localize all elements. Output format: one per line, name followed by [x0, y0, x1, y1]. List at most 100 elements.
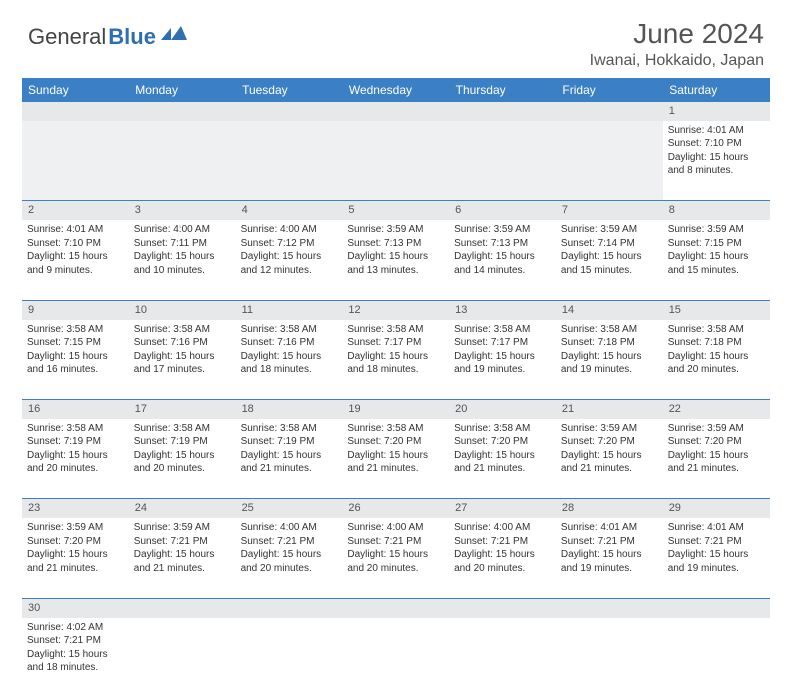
day-detail-row: Sunrise: 4:01 AMSunset: 7:10 PMDaylight:…	[22, 220, 770, 300]
day-number-cell: 15	[663, 300, 770, 319]
weekday-header: Tuesday	[236, 78, 343, 102]
daylight-text: Daylight: 15 hours and 14 minutes.	[454, 250, 551, 277]
daylight-text: Daylight: 15 hours and 21 minutes.	[561, 449, 658, 476]
day-number-cell	[236, 598, 343, 617]
day-number-cell: 7	[556, 201, 663, 220]
day-detail-cell: Sunrise: 3:59 AMSunset: 7:21 PMDaylight:…	[129, 518, 236, 598]
sunset-text: Sunset: 7:21 PM	[561, 535, 658, 549]
daylight-text: Daylight: 15 hours and 8 minutes.	[668, 151, 765, 178]
daylight-text: Daylight: 15 hours and 21 minutes.	[27, 548, 124, 575]
day-number-cell: 18	[236, 400, 343, 419]
daylight-text: Daylight: 15 hours and 18 minutes.	[347, 350, 444, 377]
sunset-text: Sunset: 7:21 PM	[454, 535, 551, 549]
sunrise-text: Sunrise: 3:58 AM	[347, 422, 444, 436]
day-number-cell: 5	[342, 201, 449, 220]
daylight-text: Daylight: 15 hours and 21 minutes.	[347, 449, 444, 476]
day-number-row: 2345678	[22, 201, 770, 220]
day-detail-cell: Sunrise: 3:58 AMSunset: 7:19 PMDaylight:…	[22, 419, 129, 499]
daylight-text: Daylight: 15 hours and 20 minutes.	[134, 449, 231, 476]
logo-text-1: General	[28, 24, 106, 50]
daylight-text: Daylight: 15 hours and 21 minutes.	[454, 449, 551, 476]
day-number-cell: 2	[22, 201, 129, 220]
day-number-cell: 24	[129, 499, 236, 518]
day-number-cell: 23	[22, 499, 129, 518]
daylight-text: Daylight: 15 hours and 20 minutes.	[454, 548, 551, 575]
weekday-header: Thursday	[449, 78, 556, 102]
day-detail-cell: Sunrise: 3:58 AMSunset: 7:17 PMDaylight:…	[449, 320, 556, 400]
sunset-text: Sunset: 7:21 PM	[241, 535, 338, 549]
daylight-text: Daylight: 15 hours and 12 minutes.	[241, 250, 338, 277]
day-number-cell: 26	[342, 499, 449, 518]
day-detail-cell: Sunrise: 4:00 AMSunset: 7:21 PMDaylight:…	[342, 518, 449, 598]
sunrise-text: Sunrise: 4:00 AM	[134, 223, 231, 237]
day-detail-cell	[663, 618, 770, 698]
daylight-text: Daylight: 15 hours and 16 minutes.	[27, 350, 124, 377]
sunset-text: Sunset: 7:19 PM	[241, 435, 338, 449]
sunrise-text: Sunrise: 3:59 AM	[27, 521, 124, 535]
day-number-cell: 20	[449, 400, 556, 419]
sunrise-text: Sunrise: 4:00 AM	[454, 521, 551, 535]
day-detail-cell	[236, 618, 343, 698]
day-number-cell: 6	[449, 201, 556, 220]
sunrise-text: Sunrise: 3:59 AM	[668, 422, 765, 436]
sunset-text: Sunset: 7:17 PM	[454, 336, 551, 350]
day-number-row: 1	[22, 102, 770, 121]
day-number-cell	[556, 102, 663, 121]
day-detail-cell: Sunrise: 3:59 AMSunset: 7:13 PMDaylight:…	[449, 220, 556, 300]
daylight-text: Daylight: 15 hours and 9 minutes.	[27, 250, 124, 277]
sunrise-text: Sunrise: 3:58 AM	[668, 323, 765, 337]
day-number-cell: 1	[663, 102, 770, 121]
day-number-cell: 27	[449, 499, 556, 518]
day-detail-cell	[22, 121, 129, 201]
day-number-cell: 8	[663, 201, 770, 220]
day-detail-cell: Sunrise: 4:00 AMSunset: 7:21 PMDaylight:…	[449, 518, 556, 598]
daylight-text: Daylight: 15 hours and 18 minutes.	[241, 350, 338, 377]
weekday-header: Saturday	[663, 78, 770, 102]
day-number-cell: 12	[342, 300, 449, 319]
day-detail-cell	[342, 618, 449, 698]
sunset-text: Sunset: 7:19 PM	[27, 435, 124, 449]
day-detail-row: Sunrise: 4:02 AMSunset: 7:21 PMDaylight:…	[22, 618, 770, 698]
day-detail-cell: Sunrise: 3:58 AMSunset: 7:17 PMDaylight:…	[342, 320, 449, 400]
sunrise-text: Sunrise: 3:58 AM	[134, 422, 231, 436]
day-number-cell: 16	[22, 400, 129, 419]
day-number-cell: 19	[342, 400, 449, 419]
logo: GeneralBlue	[28, 18, 187, 50]
day-number-row: 16171819202122	[22, 400, 770, 419]
daylight-text: Daylight: 15 hours and 10 minutes.	[134, 250, 231, 277]
day-detail-row: Sunrise: 3:58 AMSunset: 7:15 PMDaylight:…	[22, 320, 770, 400]
sunset-text: Sunset: 7:15 PM	[668, 237, 765, 251]
day-number-row: 30	[22, 598, 770, 617]
day-detail-cell: Sunrise: 3:58 AMSunset: 7:18 PMDaylight:…	[556, 320, 663, 400]
daylight-text: Daylight: 15 hours and 19 minutes.	[561, 548, 658, 575]
day-detail-row: Sunrise: 3:59 AMSunset: 7:20 PMDaylight:…	[22, 518, 770, 598]
day-detail-cell: Sunrise: 3:59 AMSunset: 7:20 PMDaylight:…	[556, 419, 663, 499]
weekday-header: Wednesday	[342, 78, 449, 102]
day-number-cell: 9	[22, 300, 129, 319]
day-number-cell: 28	[556, 499, 663, 518]
day-detail-cell: Sunrise: 3:59 AMSunset: 7:13 PMDaylight:…	[342, 220, 449, 300]
day-detail-cell: Sunrise: 4:00 AMSunset: 7:11 PMDaylight:…	[129, 220, 236, 300]
sunrise-text: Sunrise: 3:59 AM	[561, 223, 658, 237]
calendar-body: 1Sunrise: 4:01 AMSunset: 7:10 PMDaylight…	[22, 102, 770, 698]
day-detail-cell: Sunrise: 3:59 AMSunset: 7:15 PMDaylight:…	[663, 220, 770, 300]
day-number-cell: 30	[22, 598, 129, 617]
day-detail-row: Sunrise: 3:58 AMSunset: 7:19 PMDaylight:…	[22, 419, 770, 499]
sunset-text: Sunset: 7:10 PM	[668, 137, 765, 151]
day-number-cell	[342, 102, 449, 121]
day-number-cell: 25	[236, 499, 343, 518]
daylight-text: Daylight: 15 hours and 17 minutes.	[134, 350, 231, 377]
daylight-text: Daylight: 15 hours and 21 minutes.	[241, 449, 338, 476]
sunrise-text: Sunrise: 3:58 AM	[27, 422, 124, 436]
day-detail-cell	[129, 618, 236, 698]
sunset-text: Sunset: 7:12 PM	[241, 237, 338, 251]
day-detail-cell: Sunrise: 4:01 AMSunset: 7:10 PMDaylight:…	[22, 220, 129, 300]
day-detail-cell: Sunrise: 3:58 AMSunset: 7:15 PMDaylight:…	[22, 320, 129, 400]
sunrise-text: Sunrise: 4:01 AM	[27, 223, 124, 237]
sunrise-text: Sunrise: 4:02 AM	[27, 621, 124, 635]
day-number-cell	[342, 598, 449, 617]
day-detail-cell: Sunrise: 3:58 AMSunset: 7:19 PMDaylight:…	[129, 419, 236, 499]
sunset-text: Sunset: 7:16 PM	[241, 336, 338, 350]
sunrise-text: Sunrise: 3:58 AM	[454, 422, 551, 436]
sunrise-text: Sunrise: 4:01 AM	[668, 521, 765, 535]
